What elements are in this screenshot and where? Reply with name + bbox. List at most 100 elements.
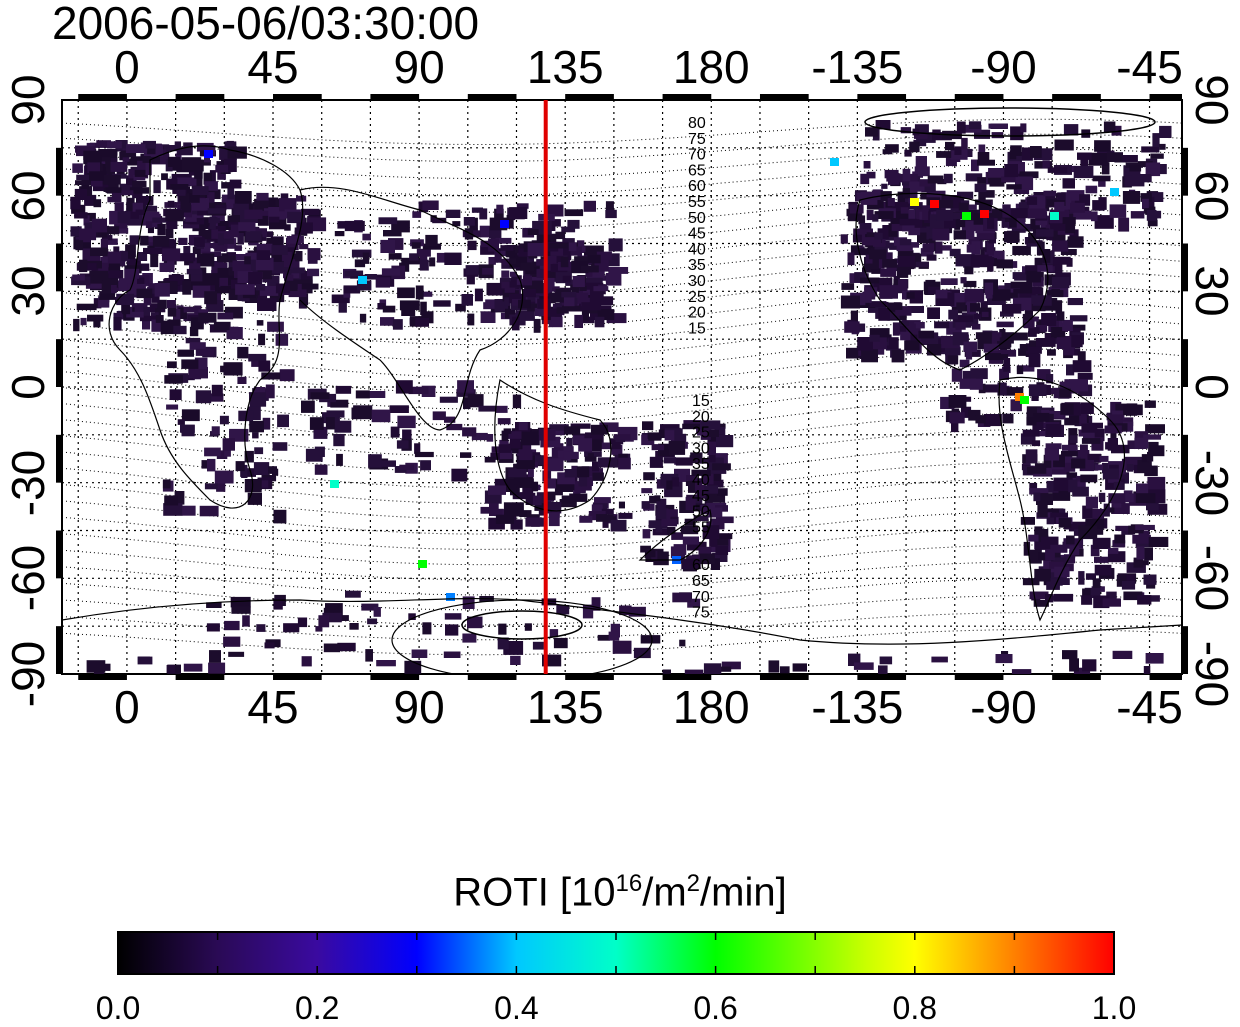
roti-patch <box>633 647 651 659</box>
roti-patch <box>365 391 386 398</box>
roti-patch <box>975 332 992 339</box>
roti-patch <box>1098 197 1107 210</box>
x-tick-label-top: 135 <box>526 41 604 93</box>
roti-patch <box>1053 477 1073 491</box>
roti-patch <box>706 479 724 488</box>
x-tick-label-bottom: 180 <box>672 681 750 733</box>
roti-patch <box>467 394 484 408</box>
roti-patch <box>1012 245 1031 256</box>
roti-patch <box>498 623 507 635</box>
roti-patch <box>230 596 251 608</box>
y-tick-label-left: -90 <box>2 640 54 708</box>
roti-patch <box>520 262 535 271</box>
colorbar-tick-label: 0.8 <box>892 990 938 1026</box>
roti-patch <box>170 184 189 190</box>
roti-patch <box>322 612 342 623</box>
roti-patch <box>1052 256 1071 265</box>
roti-patch <box>1037 504 1048 518</box>
roti-patch <box>494 250 502 263</box>
roti-patch <box>695 458 708 464</box>
right-axis-bar <box>1182 243 1188 292</box>
roti-patch <box>209 170 216 183</box>
roti-patch <box>943 173 953 184</box>
roti-hotspot <box>962 212 971 220</box>
roti-patch <box>902 224 915 232</box>
roti-patch <box>915 156 927 170</box>
roti-patch <box>1045 549 1055 561</box>
roti-patch <box>606 313 627 324</box>
roti-patch <box>681 473 689 482</box>
roti-patch <box>548 225 556 231</box>
roti-hotspot <box>1015 393 1024 401</box>
roti-patch <box>1035 539 1042 551</box>
roti-patch <box>1046 290 1064 298</box>
right-axis-bar <box>1182 530 1188 579</box>
roti-patch <box>164 375 183 384</box>
roti-patch <box>561 226 576 233</box>
contour-label: 45 <box>692 488 710 505</box>
roti-patch <box>949 412 965 424</box>
roti-patch <box>1032 416 1044 430</box>
roti-hotspot <box>418 560 427 568</box>
roti-patch <box>373 607 381 617</box>
axis-bars <box>56 94 1188 680</box>
roti-patch <box>422 243 441 250</box>
roti-patch <box>480 311 496 323</box>
roti-patch <box>392 319 403 330</box>
roti-patch <box>1105 442 1116 450</box>
roti-patch <box>680 525 699 535</box>
roti-patch <box>1098 492 1106 503</box>
roti-patch <box>102 235 113 241</box>
bottom-axis-bar <box>954 674 1004 680</box>
roti-patch <box>174 491 185 505</box>
roti-patch <box>529 276 543 282</box>
roti-patch <box>179 253 196 262</box>
roti-patch <box>882 225 889 239</box>
roti-patch <box>1061 192 1080 201</box>
roti-patch <box>1140 193 1152 202</box>
roti-patch <box>180 424 195 433</box>
roti-patch <box>1049 234 1066 241</box>
roti-patch <box>1028 331 1037 337</box>
roti-patch <box>76 303 97 311</box>
roti-patch <box>508 468 527 478</box>
roti-patch <box>667 527 676 535</box>
roti-patch <box>397 415 416 429</box>
roti-patch <box>914 166 930 177</box>
roti-patch <box>563 294 575 307</box>
roti-patch <box>1063 124 1079 136</box>
roti-patch <box>255 284 266 291</box>
roti-patch <box>594 316 605 328</box>
roti-patch <box>596 275 615 281</box>
roti-patch <box>1080 474 1098 483</box>
roti-patch <box>1025 265 1041 275</box>
roti-patch <box>717 488 728 496</box>
roti-patch <box>307 248 321 261</box>
roti-patch <box>439 396 458 403</box>
roti-patch <box>1004 387 1024 396</box>
roti-patch <box>869 328 890 340</box>
roti-patch <box>779 666 790 674</box>
roti-patch <box>1066 472 1078 482</box>
roti-patch <box>655 515 665 525</box>
roti-patch <box>269 292 285 303</box>
roti-patch <box>508 293 526 304</box>
bottom-axis-bar <box>1149 674 1182 680</box>
roti-patch <box>995 654 1013 664</box>
roti-patch <box>1009 150 1017 160</box>
roti-patch <box>1134 437 1149 449</box>
roti-patch <box>1123 404 1143 416</box>
roti-patch <box>268 466 277 474</box>
roti-patch <box>641 501 650 509</box>
roti-patch <box>1028 353 1041 368</box>
roti-patch <box>166 145 181 152</box>
roti-patch <box>521 431 540 446</box>
roti-patch <box>420 460 431 471</box>
contour-label: 25 <box>692 425 710 442</box>
roti-patch <box>641 434 655 446</box>
roti-patch <box>1054 201 1065 212</box>
roti-patch <box>852 248 871 256</box>
roti-patch <box>314 464 328 475</box>
roti-patch <box>167 200 175 207</box>
roti-patch <box>1003 358 1011 372</box>
